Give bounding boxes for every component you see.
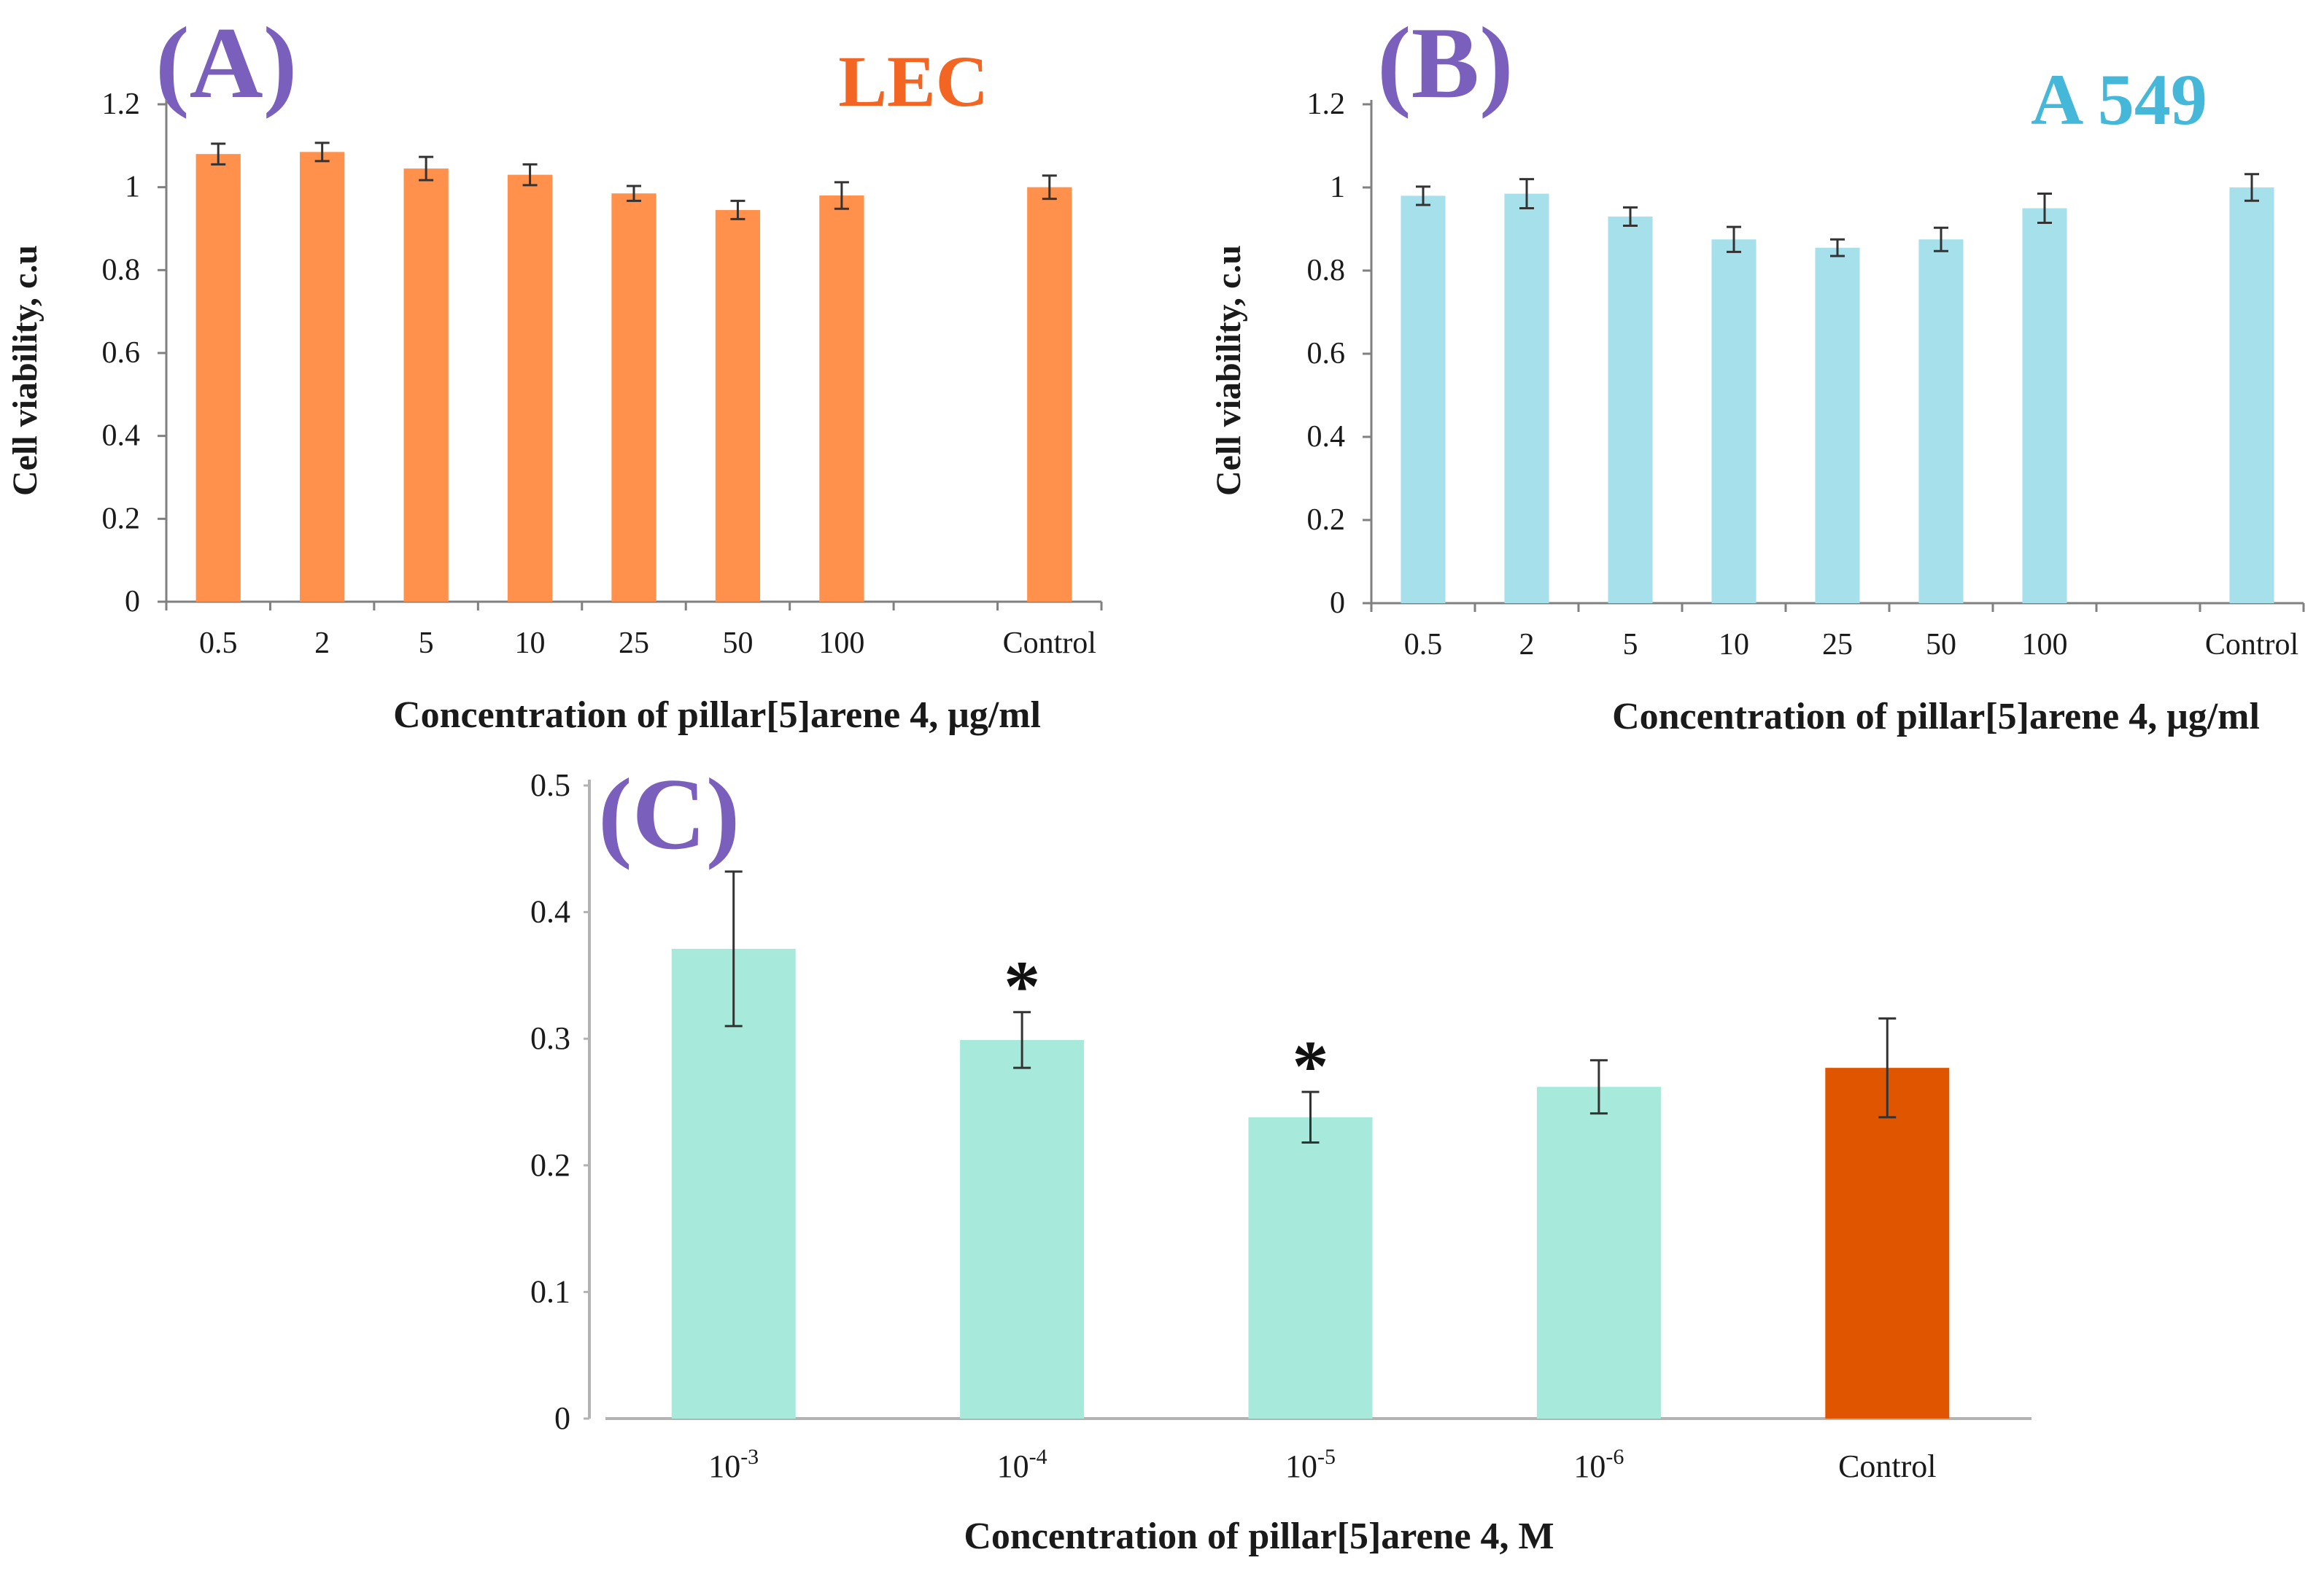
- panel-c-x-axis-label: Concentration of pillar[5]arene 4, M: [964, 1516, 1554, 1557]
- panel-a-x-tick-label: 5: [419, 627, 434, 660]
- panel-b-bar: [1608, 216, 1653, 603]
- panel-b-y-tick-label: 1: [1330, 171, 1345, 204]
- panel-c-y-tick-label: 0: [554, 1400, 570, 1436]
- panel-b-y-tick-label: 1.2: [1307, 88, 1346, 121]
- panel-b-bar: [1504, 193, 1549, 603]
- panel-b-label: (B): [1377, 7, 1514, 120]
- panel-c-y-tick-label: 0.3: [530, 1020, 570, 1056]
- panel-b-y-tick-label: 0.8: [1307, 254, 1346, 287]
- panel-c-plot-area: 0 0.1 0.2 0.3 0.4 0.5 10-3 * 10-4 * 10-5 10-6 Contro…: [530, 767, 2031, 1484]
- panel-b-bar: [1401, 195, 1446, 603]
- panel-b-bar: [1815, 247, 1860, 603]
- panel-b-bar: [1918, 239, 1964, 603]
- panel-a-x-tick-label: Control: [1003, 627, 1096, 660]
- panel-c-x-tick-label: 10-4: [997, 1445, 1047, 1484]
- panel-c-x-tick-label: 10-6: [1573, 1445, 1624, 1484]
- panel-c-label: (C): [598, 758, 740, 871]
- panel-b-x-tick-label: 50: [1926, 628, 1956, 662]
- panel-a-bar: [300, 152, 345, 602]
- panel-a-x-tick-label: 25: [619, 627, 649, 660]
- panel-c-significance-marker: *: [1293, 1025, 1329, 1106]
- panel-a-bar: [611, 193, 656, 602]
- panel-c-x-tick-label: Control: [1838, 1448, 1936, 1484]
- panel-a-y-tick-label: 1: [125, 171, 140, 204]
- panel-a-x-tick-label: 10: [515, 627, 546, 660]
- panel-a-y-tick-label: 0: [125, 585, 140, 618]
- panel-b-y-tick-label: 0.4: [1307, 420, 1346, 454]
- panel-b-x-tick-label: 25: [1822, 628, 1853, 662]
- panel-a-y-axis-label: Cell viability, c.u: [6, 245, 44, 496]
- panel-a-bar: [1027, 187, 1072, 602]
- panel-c-bar: [1825, 1068, 1950, 1419]
- panel-b-y-tick-label: 0.6: [1307, 337, 1346, 371]
- panel-a-x-axis-label: Concentration of pillar[5]arene 4, μg/ml: [393, 694, 1041, 736]
- panel-c-bar: [1536, 1087, 1661, 1419]
- panel-c-chart: (C) Concentration of pillar[5]arene 4, M…: [530, 758, 2031, 1557]
- panel-c-bar: [960, 1039, 1085, 1419]
- panel-a-y-tick-label: 0.8: [102, 253, 141, 287]
- panel-c-y-tick-label: 0.5: [530, 767, 570, 803]
- panel-c-x-tick-label: 10-5: [1285, 1445, 1336, 1484]
- panel-a-y-tick-label: 0.4: [102, 419, 141, 453]
- panel-a-bar: [507, 174, 553, 602]
- panel-b-bar: [1711, 239, 1756, 603]
- panel-a-y-tick-label: 1.2: [102, 88, 141, 121]
- panel-a-plot-area: 00.20.40.60.811.20.5 2 5 10 25 50 100 Control: [102, 88, 1103, 660]
- panel-a-x-tick-label: 50: [722, 627, 753, 660]
- panel-a-y-tick-label: 0.6: [102, 336, 141, 370]
- panel-b-y-axis-label: Cell viability, c.u: [1209, 245, 1248, 496]
- panel-b-x-tick-label: 10: [1719, 628, 1749, 662]
- panel-b-x-axis-label: Concentration of pillar[5]arene 4, μg/ml: [1612, 696, 2260, 737]
- panel-b-x-tick-label: Control: [2205, 628, 2298, 662]
- panel-c-y-tick-label: 0.4: [530, 894, 570, 930]
- panel-c-y-tick-label: 0.1: [530, 1273, 570, 1309]
- panel-a-x-tick-label: 0.5: [199, 627, 238, 660]
- panel-b-plot-area: 00.20.40.60.811.20.5 2 5 10 25 50 100 Control: [1307, 88, 2305, 662]
- panel-a-bar: [819, 195, 864, 602]
- panel-b-x-tick-label: 5: [1623, 628, 1638, 662]
- panel-c-y-tick-label: 0.2: [530, 1147, 570, 1183]
- panel-b-bar: [2022, 208, 2067, 603]
- panel-a-x-tick-label: 2: [314, 627, 330, 660]
- panel-a-lec-chart: (A) LEC Cell viability, c.u Concentratio…: [6, 7, 1103, 736]
- panel-b-a549-chart: (B) A 549 Cell viability, c.u Concentrat…: [1209, 7, 2305, 737]
- panel-b-x-tick-label: 100: [2022, 628, 2068, 662]
- panel-a-bar: [715, 209, 761, 602]
- panel-b-title: A 549: [2031, 59, 2207, 140]
- panel-a-title: LEC: [838, 41, 988, 122]
- panel-c-bar: [1248, 1117, 1373, 1419]
- panel-b-x-tick-label: 2: [1519, 628, 1535, 662]
- panel-b-bar: [2229, 187, 2274, 603]
- panel-a-x-tick-label: 100: [818, 627, 864, 660]
- panel-a-bar: [195, 154, 241, 602]
- panel-c-x-tick-label: 10-3: [708, 1445, 759, 1484]
- panel-a-label: (A): [155, 7, 297, 120]
- panel-b-y-tick-label: 0.2: [1307, 503, 1346, 537]
- panel-a-y-tick-label: 0.2: [102, 502, 141, 535]
- panel-b-y-tick-label: 0: [1330, 586, 1345, 620]
- panel-a-bar: [403, 168, 449, 602]
- panel-b-x-tick-label: 0.5: [1404, 628, 1443, 662]
- panel-c-significance-marker: *: [1004, 946, 1040, 1027]
